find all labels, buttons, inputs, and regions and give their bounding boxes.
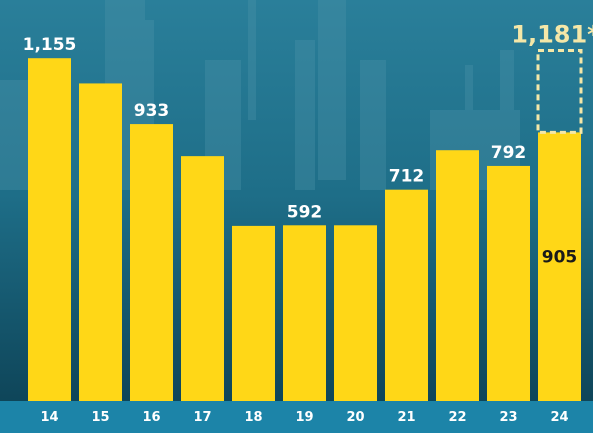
x-tick-17: 17 [193, 410, 211, 425]
x-tick-16: 16 [142, 410, 160, 425]
data-label-21: 712 [389, 167, 425, 187]
bar-15 [79, 83, 122, 401]
bar-20 [334, 225, 377, 401]
data-label-23: 792 [491, 143, 527, 163]
bar-17 [181, 156, 224, 401]
x-tick-22: 22 [448, 410, 466, 425]
bar-14 [28, 58, 71, 402]
x-tick-18: 18 [244, 410, 262, 425]
refinery-background-image [0, 0, 520, 190]
bar-22 [436, 150, 479, 401]
bar-24 [538, 132, 581, 401]
x-axis-band [0, 401, 593, 433]
bar-21 [385, 189, 428, 401]
x-tick-21: 21 [397, 410, 415, 425]
bar-19 [283, 225, 326, 401]
x-tick-15: 15 [91, 410, 109, 425]
x-tick-20: 20 [346, 410, 364, 425]
x-tick-23: 23 [499, 410, 517, 425]
projection-outline [536, 48, 583, 134]
x-tick-24: 24 [550, 410, 568, 425]
data-label-19: 592 [287, 202, 323, 222]
bar-23 [487, 165, 530, 401]
bar-18 [232, 225, 275, 401]
x-tick-19: 19 [295, 410, 313, 425]
data-label-14: 1,155 [23, 35, 77, 55]
data-label-24: 905 [542, 247, 578, 267]
data-label-16: 933 [134, 101, 170, 121]
projection-label: 1,181* [511, 20, 593, 48]
bar-16 [130, 124, 173, 401]
x-tick-14: 14 [40, 410, 58, 425]
